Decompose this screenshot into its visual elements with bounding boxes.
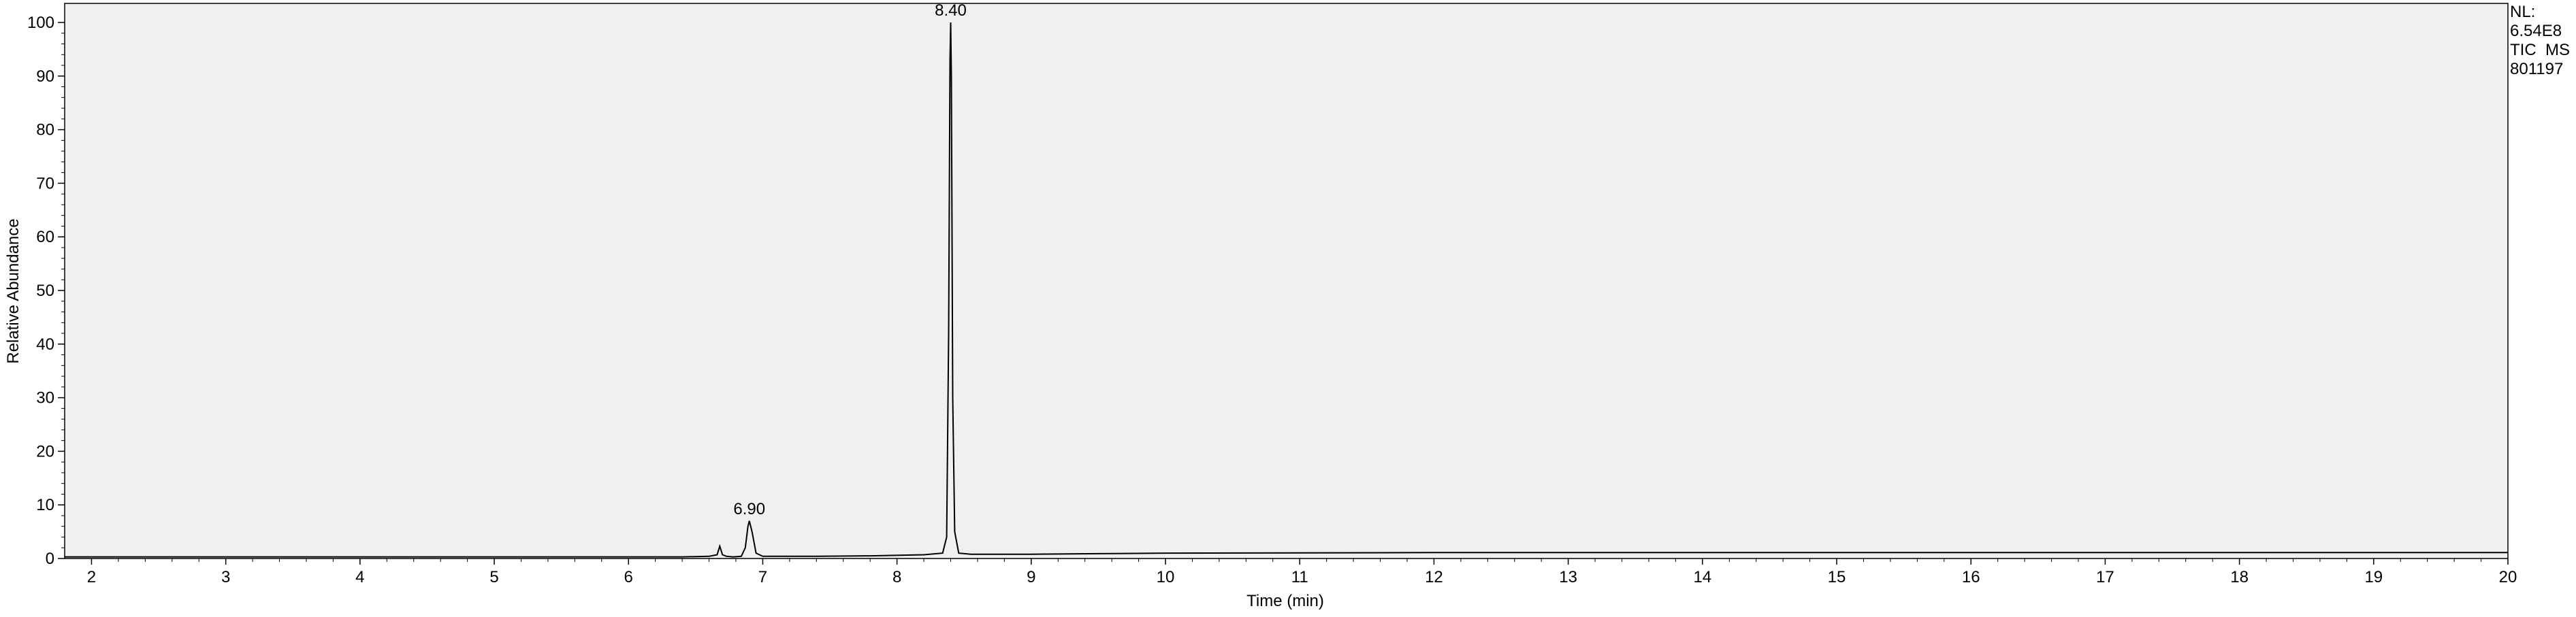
y-axis: 0 10 20 30 40 50 60 70 80 90 100 — [27, 14, 65, 568]
info-line-scan-type: TIC MS — [2510, 41, 2570, 59]
info-line-nl-value: 6.54E8 — [2510, 22, 2562, 40]
peak-label: 6.90 — [733, 500, 765, 518]
y-tick-label: 10 — [36, 496, 54, 514]
peak-label: 8.40 — [935, 1, 967, 20]
x-tick-label: 18 — [2230, 568, 2249, 586]
y-axis-title: Relative Abundance — [4, 218, 22, 364]
y-tick-label: 20 — [36, 442, 54, 461]
y-tick-label: 100 — [27, 14, 54, 32]
x-tick-label: 9 — [1027, 568, 1035, 586]
x-tick-label: 17 — [2096, 568, 2114, 586]
x-axis-title: Time (min) — [1246, 592, 1324, 610]
series-line — [65, 22, 2508, 558]
x-tick-label: 4 — [355, 568, 364, 586]
x-tick-label: 5 — [489, 568, 498, 586]
x-tick-label: 20 — [2499, 568, 2517, 586]
y-tick-label: 50 — [36, 282, 54, 300]
x-axis: 2 3 4 5 6 7 8 9 10 11 12 13 14 15 16 17 18 19 20 — [87, 558, 2517, 586]
x-tick-label: 3 — [221, 568, 230, 586]
x-tick-label: 13 — [1559, 568, 1577, 586]
x-tick-label: 10 — [1157, 568, 1175, 586]
plot-area — [64, 3, 2509, 559]
y-tick-label: 70 — [36, 174, 54, 193]
info-line-nl: NL: — [2510, 3, 2535, 21]
x-tick-label: 19 — [2364, 568, 2383, 586]
x-tick-label: 8 — [892, 568, 901, 586]
y-tick-label: 30 — [36, 389, 54, 407]
y-tick-label: 40 — [36, 335, 54, 354]
x-tick-label: 2 — [87, 568, 96, 586]
x-tick-label: 12 — [1425, 568, 1443, 586]
x-tick-label: 7 — [758, 568, 767, 586]
y-tick-label: 0 — [46, 550, 54, 568]
y-tick-label: 90 — [36, 67, 54, 86]
x-tick-label: 15 — [1828, 568, 1846, 586]
peak-labels: 6.90 8.40 — [733, 1, 967, 518]
instrument-info: NL: 6.54E8 TIC MS 801197 — [2510, 3, 2570, 78]
info-line-sample: 801197 — [2510, 60, 2563, 78]
x-tick-label: 14 — [1693, 568, 1711, 586]
y-tick-label: 80 — [36, 121, 54, 139]
y-tick-label: 60 — [36, 228, 54, 246]
x-tick-label: 16 — [1962, 568, 1980, 586]
x-tick-label: 11 — [1291, 568, 1308, 586]
x-tick-label: 6 — [624, 568, 633, 586]
